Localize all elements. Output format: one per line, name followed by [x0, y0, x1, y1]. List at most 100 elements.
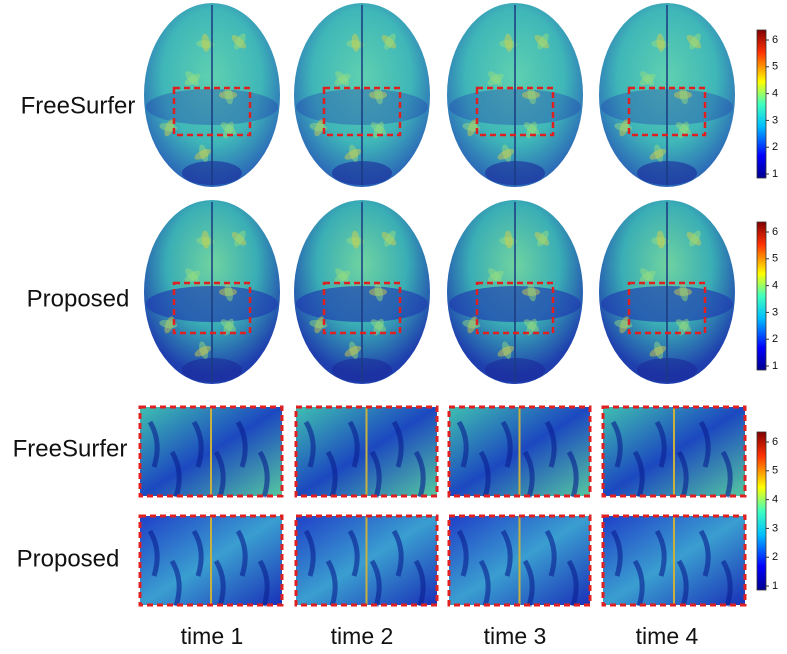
gyrus	[335, 268, 349, 283]
gyrus	[194, 345, 212, 357]
brain	[144, 200, 280, 384]
gyrus	[651, 237, 670, 246]
sulcus	[413, 559, 426, 607]
sulcus	[169, 559, 182, 607]
sulcus	[213, 450, 226, 498]
gyrus	[185, 71, 199, 86]
gyrus	[614, 319, 633, 329]
gyrus	[334, 270, 351, 283]
zoom-panel	[294, 514, 439, 607]
sulcus	[478, 559, 491, 607]
sulcus	[391, 529, 404, 577]
colorbar	[756, 29, 767, 179]
gyrus	[639, 73, 656, 86]
colorbar-tick-label: 4	[772, 280, 778, 292]
gyrus	[462, 122, 481, 132]
sulcus	[235, 420, 248, 468]
colorbar-tick-label: 4	[772, 88, 778, 100]
gyrus	[223, 121, 234, 139]
sulcus	[147, 529, 160, 577]
gyrus	[185, 268, 199, 283]
gyrus	[201, 33, 210, 52]
gyrus	[164, 316, 175, 334]
brain	[294, 200, 430, 384]
gyrus	[373, 121, 384, 139]
sulcus	[369, 450, 382, 498]
column-label: time 1	[181, 623, 244, 649]
colorbar-tick-label: 6	[772, 436, 778, 448]
roi-box	[475, 86, 555, 137]
roi-box	[322, 86, 402, 137]
gyrus	[654, 144, 664, 162]
gyrus	[679, 283, 689, 302]
gyrus	[640, 71, 654, 86]
colorbar-tick-label: 1	[772, 580, 778, 592]
roi-box	[627, 281, 707, 335]
sulcus	[325, 559, 338, 607]
row-label: Proposed	[27, 285, 130, 312]
gyrus	[488, 71, 502, 86]
column-label: time 2	[331, 623, 394, 649]
gyrus	[649, 345, 667, 357]
gyrus	[231, 35, 247, 49]
gyrus	[381, 232, 397, 246]
row-label: FreeSurfer	[21, 92, 136, 119]
sulcus	[235, 529, 248, 577]
gyrus	[370, 122, 386, 135]
gyrus	[534, 35, 550, 49]
zoom-panel	[601, 405, 747, 498]
sulcus	[191, 529, 204, 577]
row-label: FreeSurfer	[13, 435, 128, 462]
sulcus	[257, 450, 270, 498]
gyrus	[686, 232, 702, 246]
gyrus	[351, 33, 360, 52]
sulcus	[391, 420, 404, 468]
gyrus	[499, 237, 518, 246]
zoom-border	[447, 405, 592, 498]
gyrus	[487, 270, 504, 283]
gyrus	[467, 119, 478, 137]
gyrus	[184, 270, 201, 283]
zoom-border	[294, 405, 439, 498]
zoom-border	[294, 514, 439, 607]
zoom-panel	[138, 405, 284, 498]
colorbar-tick-label: 4	[772, 494, 778, 506]
gyrus	[196, 40, 215, 49]
zoom-border	[601, 405, 747, 498]
gyrus	[219, 288, 237, 296]
gyrus	[487, 73, 504, 86]
gyrus	[502, 144, 512, 162]
gyrus	[678, 318, 689, 336]
sulcus	[456, 529, 469, 577]
gyrus	[651, 40, 670, 49]
gyrus	[220, 122, 236, 135]
gyrus	[654, 341, 664, 359]
gyrus	[196, 237, 215, 246]
roi-box	[627, 86, 707, 137]
gyrus	[689, 33, 701, 50]
gyrus	[346, 40, 365, 49]
gyrus	[384, 33, 396, 50]
sulcus	[566, 559, 579, 607]
roi-box	[475, 281, 555, 335]
gyrus	[504, 33, 513, 52]
gyrus	[499, 40, 518, 49]
gyrus	[335, 71, 349, 86]
sulcus	[676, 450, 689, 498]
sulcus	[213, 559, 226, 607]
gyrus	[467, 316, 478, 334]
colorbar-tick-label: 5	[772, 253, 778, 265]
gyrus	[199, 341, 209, 359]
colorbar-tick-label: 1	[772, 168, 778, 180]
colorbar-tick-label: 1	[772, 360, 778, 372]
sulcus	[676, 559, 689, 607]
zoom-border	[138, 405, 284, 498]
gyrus	[522, 288, 540, 296]
sulcus	[169, 450, 182, 498]
sulcus	[698, 529, 711, 577]
sulcus	[325, 450, 338, 498]
sulcus	[632, 450, 645, 498]
gyrus	[309, 319, 328, 329]
sulcus	[257, 559, 270, 607]
sulcus	[720, 450, 733, 498]
